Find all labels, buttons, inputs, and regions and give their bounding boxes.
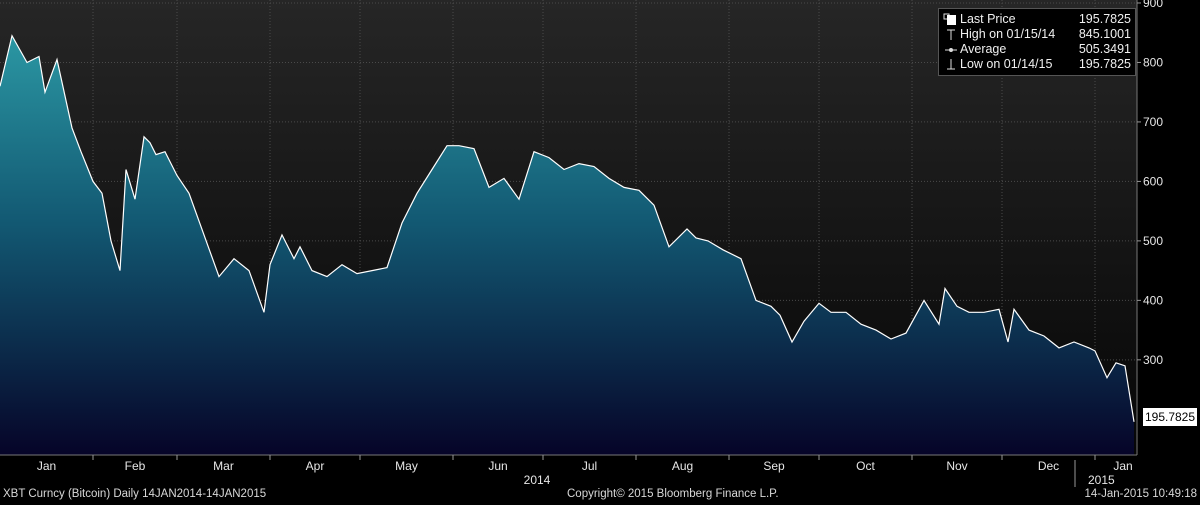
x-tick-label-feb: Feb bbox=[125, 459, 146, 473]
year-label-2015: 2015 bbox=[1088, 473, 1115, 487]
legend-value-average: 505.3491 bbox=[1078, 42, 1131, 56]
footer-security-info: XBT Curncy (Bitcoin) Daily 14JAN2014-14J… bbox=[3, 488, 267, 500]
legend-value-low: 195.7825 bbox=[1078, 57, 1131, 71]
legend: Last Price 195.7825 High on 01/15/14 845… bbox=[938, 8, 1136, 76]
legend-label-high: High on 01/15/14 bbox=[960, 27, 1056, 41]
y-tick-label: 800 bbox=[1143, 55, 1163, 69]
high-marker-icon bbox=[943, 28, 957, 41]
x-axis-ticks: Jan Feb Mar Apr May Jun Jul Aug Sep Oct Nov Dec Jan bbox=[37, 455, 1133, 473]
y-axis-ticks: 300 400 500 600 700 800 900 bbox=[1137, 0, 1163, 367]
x-tick-label-apr: Apr bbox=[306, 459, 325, 473]
y-tick-label: 400 bbox=[1143, 293, 1163, 307]
last-price-square-icon bbox=[943, 13, 957, 26]
y-tick-label: 500 bbox=[1143, 234, 1163, 248]
x-tick-label-sep: Sep bbox=[763, 459, 785, 473]
x-tick-label-jul: Jul bbox=[582, 459, 597, 473]
y-tick-label: 300 bbox=[1143, 353, 1163, 367]
x-tick-label-nov: Nov bbox=[946, 459, 967, 473]
x-tick-label-jun: Jun bbox=[488, 459, 507, 473]
footer-copyright: Copyright© 2015 Bloomberg Finance L.P. bbox=[567, 488, 779, 500]
price-line bbox=[0, 34, 1135, 422]
x-tick-label-jan: Jan bbox=[37, 459, 56, 473]
footer-timestamp: 14-Jan-2015 10:49:18 bbox=[1084, 488, 1197, 500]
x-tick-label-jan: Jan bbox=[1113, 459, 1132, 473]
price-area bbox=[0, 35, 1134, 455]
x-tick-label-oct: Oct bbox=[856, 459, 875, 473]
low-marker-icon bbox=[943, 58, 957, 71]
x-tick-label-mar: Mar bbox=[213, 459, 234, 473]
legend-row-average: Average 505.3491 bbox=[939, 42, 1135, 57]
last-price-tag: 195.7825 bbox=[1143, 408, 1197, 426]
x-tick-label-aug: Aug bbox=[672, 459, 693, 473]
legend-label-average: Average bbox=[960, 42, 1007, 56]
legend-row-last-price: Last Price 195.7825 bbox=[939, 12, 1135, 27]
average-marker-icon bbox=[943, 43, 957, 56]
legend-label-low: Low on 01/14/15 bbox=[960, 57, 1053, 71]
y-tick-label: 600 bbox=[1143, 174, 1163, 188]
legend-label-last-price: Last Price bbox=[960, 12, 1016, 26]
legend-value-high: 845.1001 bbox=[1078, 27, 1131, 41]
legend-row-low: Low on 01/14/15 195.7825 bbox=[939, 57, 1135, 72]
year-label-2014: 2014 bbox=[524, 473, 551, 487]
legend-value-last-price: 195.7825 bbox=[1078, 12, 1131, 26]
y-tick-label: 900 bbox=[1143, 0, 1163, 10]
legend-row-high: High on 01/15/14 845.1001 bbox=[939, 27, 1135, 42]
y-tick-label: 700 bbox=[1143, 115, 1163, 129]
x-tick-label-dec: Dec bbox=[1038, 459, 1059, 473]
x-tick-label-may: May bbox=[395, 459, 418, 473]
